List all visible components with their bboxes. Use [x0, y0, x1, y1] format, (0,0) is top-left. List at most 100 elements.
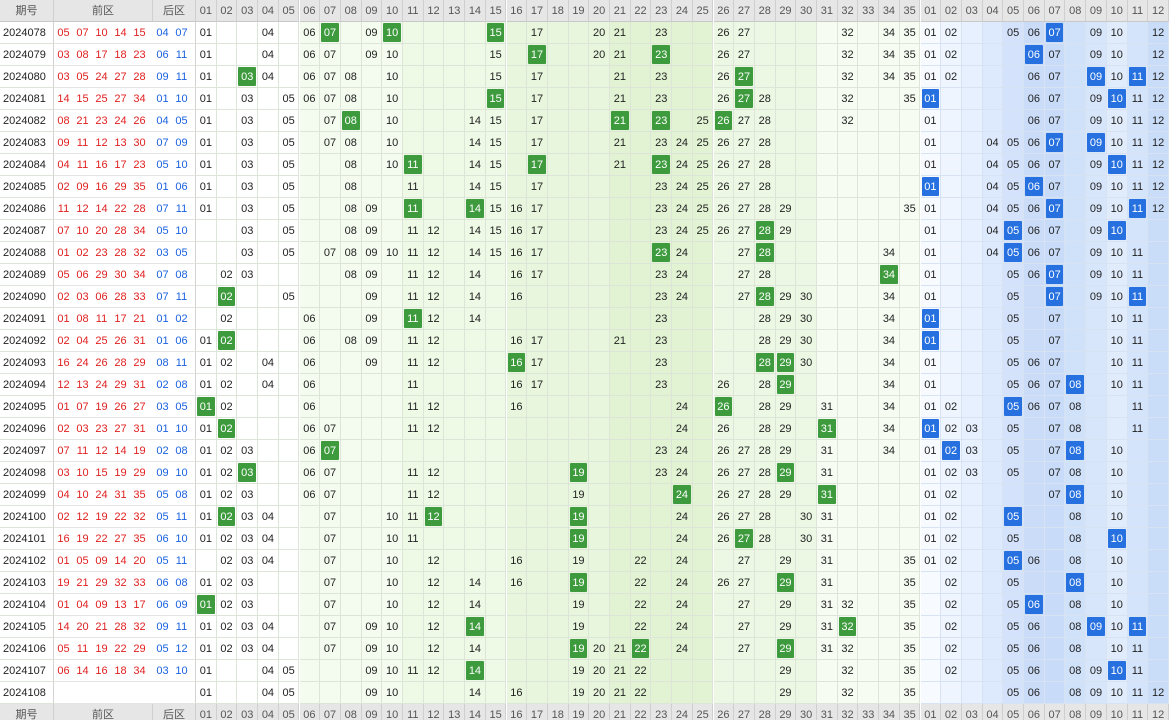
front-trend-value: 19: [572, 555, 585, 567]
back-trend-cell: [961, 176, 983, 198]
back-trend-cell: [961, 660, 983, 682]
draw-back-number: 06: [153, 44, 172, 66]
front-trend-value: 26: [717, 533, 730, 545]
back-trend-cell: [941, 352, 962, 374]
draw-back-number: [153, 682, 172, 704]
front-trend-value: 15: [489, 49, 502, 61]
front-trend-cell: 11: [403, 220, 424, 242]
front-trend-value: 01: [199, 115, 212, 127]
back-trend-cell: 06: [1024, 374, 1045, 396]
front-trend-value: 26: [717, 225, 730, 237]
front-trend-cell: [651, 660, 673, 682]
back-trend-cell: 07: [1044, 88, 1066, 110]
front-trend-cell: 19: [568, 682, 590, 704]
front-trend-cell: [340, 594, 362, 616]
front-trend-cell: [692, 418, 714, 440]
back-trend-cell: 06: [1024, 110, 1045, 132]
front-trend-cell: [299, 264, 321, 286]
front-trend-cell: [547, 264, 569, 286]
front-trend-cell: [796, 638, 817, 660]
front-trend-cell: [320, 264, 341, 286]
draw-back-number: 06: [153, 594, 172, 616]
front-trend-value: 23: [655, 269, 668, 281]
draw-front-number: 16: [92, 176, 111, 198]
front-trend-cell: 14: [465, 308, 486, 330]
draw-front-number: 04: [54, 484, 73, 506]
front-trend-cell: 34: [879, 264, 900, 286]
front-trend-cell: 10: [382, 616, 403, 638]
draw-front-number: 08: [73, 44, 92, 66]
front-trend-cell: [527, 462, 548, 484]
front-trend-value: 30: [800, 357, 813, 369]
front-trend-cell: [299, 506, 321, 528]
front-trend-cell: [547, 594, 569, 616]
draw-back-number: 07: [153, 132, 172, 154]
draw-front-number: 29: [130, 462, 149, 484]
front-trend-value: 29: [779, 489, 792, 501]
back-trend-value: 01: [924, 357, 937, 369]
front-trend-cell: [403, 550, 424, 572]
draw-front-number: 08: [73, 308, 92, 330]
front-trend-cell: [837, 528, 859, 550]
front-trend-cell: [568, 352, 590, 374]
back-trend-cell: 02: [941, 550, 962, 572]
front-trend-value: 14: [468, 115, 482, 127]
front-hit-marker: 19: [569, 507, 588, 526]
back-trend-value: 05: [1007, 27, 1020, 39]
front-trend-cell: [610, 198, 631, 220]
draw-front-number: 14: [111, 550, 130, 572]
back-trend-cell: [1065, 286, 1087, 308]
front-trend-cell: [361, 88, 383, 110]
front-trend-cell: [216, 66, 238, 88]
front-trend-cell: [547, 176, 569, 198]
front-trend-value: 07: [323, 489, 337, 501]
back-trend-value: 11: [1131, 181, 1144, 193]
back-trend-cell: [982, 286, 1004, 308]
front-trend-value: 10: [386, 555, 399, 567]
front-trend-cell: [858, 528, 880, 550]
front-trend-cell: [734, 396, 755, 418]
front-trend-value: 03: [241, 621, 254, 633]
front-trend-value: 02: [220, 467, 233, 479]
header-front-col: 19: [568, 704, 590, 720]
front-trend-value: 23: [655, 379, 668, 391]
front-trend-cell: [568, 44, 590, 66]
front-trend-cell: 15: [485, 22, 507, 44]
back-trend-value: 02: [944, 665, 958, 677]
front-trend-cell: 23: [651, 462, 673, 484]
back-hit-marker: 09: [1087, 617, 1105, 636]
front-trend-value: 07: [323, 423, 337, 435]
back-hit-marker: 09: [1087, 133, 1105, 152]
back-trend-cell: 02: [941, 572, 962, 594]
front-trend-cell: 17: [527, 242, 548, 264]
front-trend-value: 07: [323, 93, 337, 105]
back-trend-value: 10: [1110, 203, 1123, 215]
front-trend-cell: [899, 506, 921, 528]
header-row-top: 期号 前区 后区 01 02 03 04 05 06 07 08 09 10 11 12 13 14 15 16 17…: [0, 0, 1169, 22]
draw-front-number: 03: [73, 418, 92, 440]
draw-front-number: 11: [54, 198, 73, 220]
front-trend-cell: [858, 308, 880, 330]
back-trend-cell: 09: [1086, 220, 1107, 242]
front-trend-cell: [858, 440, 880, 462]
front-trend-cell: [278, 66, 300, 88]
front-hit-marker: 32: [838, 617, 857, 636]
back-trend-value: 12: [1152, 687, 1165, 699]
front-trend-cell: [527, 396, 548, 418]
spacer: [149, 154, 153, 176]
draw-front-number: 21: [92, 616, 111, 638]
back-trend-value: 06: [1027, 643, 1040, 655]
back-trend-cell: [941, 154, 962, 176]
spacer: [191, 440, 196, 462]
front-trend-cell: [258, 286, 279, 308]
table-row: 2024095 01 07 19 26 27 03 05 01 02 06 11 12 16 24 26 28 2…: [0, 396, 1169, 418]
back-hit-marker: 11: [1128, 199, 1147, 218]
front-hit-marker: 11: [404, 309, 422, 328]
front-trend-cell: [444, 110, 466, 132]
front-trend-value: 01: [199, 533, 212, 545]
front-trend-cell: 12: [423, 616, 445, 638]
front-trend-cell: 24: [672, 176, 693, 198]
back-trend-cell: 07: [1044, 286, 1066, 308]
back-trend-cell: 11: [1127, 264, 1149, 286]
back-trend-value: 01: [924, 49, 937, 61]
